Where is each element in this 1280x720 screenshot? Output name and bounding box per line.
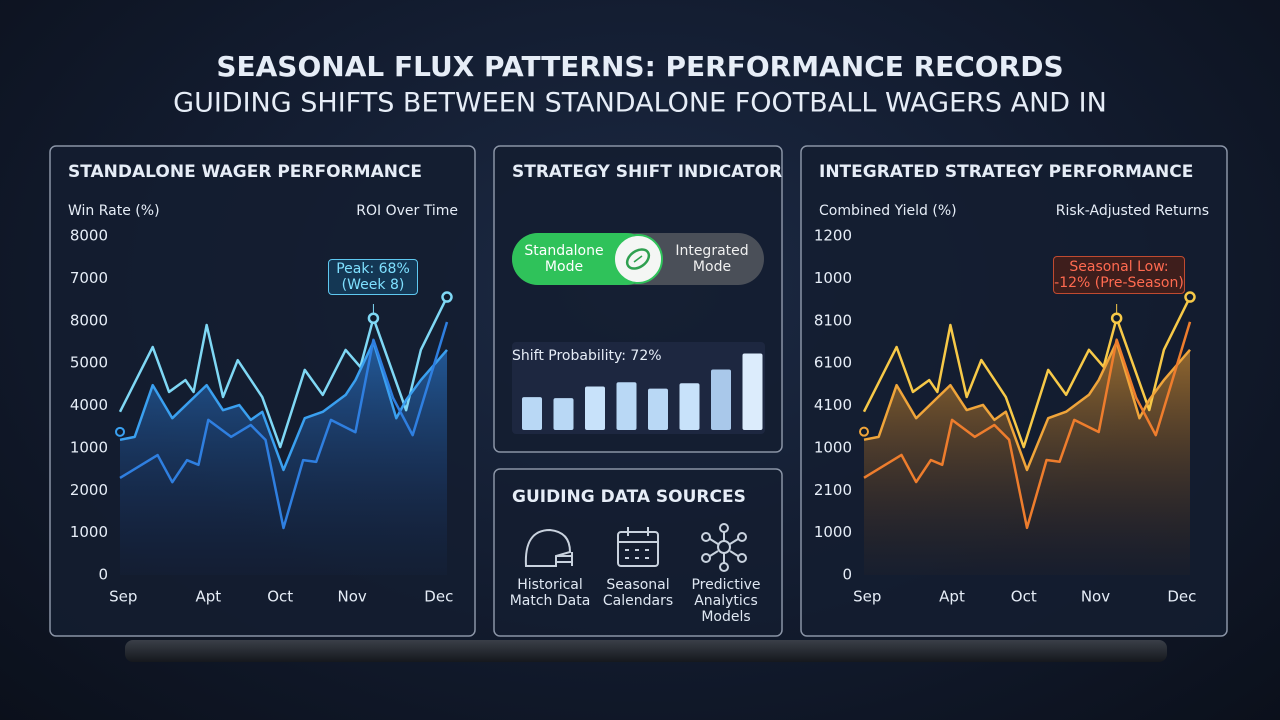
y-tick-label: 1000 xyxy=(814,523,852,541)
axis-label: Win Rate (%) xyxy=(68,203,160,219)
y-tick-label: 1200 xyxy=(814,227,852,245)
axis-label: Combined Yield (%) xyxy=(819,203,957,219)
page-subtitle: GUIDING SHIFTS BETWEEN STANDALONE FOOTBA… xyxy=(173,88,1107,119)
bar xyxy=(522,397,542,430)
series-line xyxy=(119,321,449,530)
source-label: Historical Match Data xyxy=(509,577,591,609)
y-tick-label: 6100 xyxy=(814,354,852,372)
bar xyxy=(742,353,763,430)
panel-title: STRATEGY SHIFT INDICATOR xyxy=(512,162,782,182)
y-tick-label: 4000 xyxy=(70,396,108,414)
y-tick-label: 1000 xyxy=(70,523,108,541)
toggle-label[interactable]: Integrated Mode xyxy=(675,243,749,275)
y-tick-label: 7000 xyxy=(70,269,108,287)
caption: ROI Over Time xyxy=(356,203,458,219)
x-tick-label: Sep xyxy=(853,588,881,606)
annotation: Seasonal Low: -12% (Pre-Season) xyxy=(1053,256,1185,294)
x-tick-label: Dec xyxy=(424,588,453,606)
football-icon xyxy=(625,248,651,270)
bar xyxy=(553,398,574,430)
y-tick-label: 1000 xyxy=(70,438,108,456)
toggle-label[interactable]: Standalone Mode xyxy=(524,243,604,275)
bar xyxy=(616,382,637,430)
series-line xyxy=(118,296,449,449)
chart-title: STANDALONE WAGER PERFORMANCE xyxy=(68,162,422,182)
y-tick-label: 0 xyxy=(98,566,108,584)
x-tick-label: Apt xyxy=(195,588,221,606)
caption: Risk-Adjusted Returns xyxy=(1056,203,1209,219)
y-tick-label: 8000 xyxy=(70,227,108,245)
network-icon xyxy=(701,523,747,572)
area xyxy=(864,341,1190,575)
x-tick-label: Apt xyxy=(939,588,965,606)
highlight-point xyxy=(367,312,380,324)
y-tick-label: 4100 xyxy=(814,396,852,414)
page-title: SEASONAL FLUX PATTERNS: PERFORMANCE RECO… xyxy=(216,50,1063,83)
y-tick-label: 8100 xyxy=(814,311,852,329)
bar xyxy=(585,386,605,430)
y-tick-label: 2100 xyxy=(814,481,852,499)
source-label: Seasonal Calendars xyxy=(602,577,674,609)
panel xyxy=(493,468,783,637)
x-tick-label: Nov xyxy=(338,588,367,606)
y-tick-label: 0 xyxy=(842,566,852,584)
y-tick-label: 5000 xyxy=(70,354,108,372)
x-tick-label: Oct xyxy=(267,588,293,606)
bar-area xyxy=(512,342,765,434)
bar xyxy=(679,383,700,430)
x-tick-label: Nov xyxy=(1081,588,1110,606)
annotation: Peak: 68% (Week 8) xyxy=(328,259,418,295)
x-tick-label: Oct xyxy=(1011,588,1037,606)
bar xyxy=(648,388,668,430)
football-lace xyxy=(633,255,643,263)
bar xyxy=(711,369,731,430)
x-tick-label: Sep xyxy=(109,588,137,606)
x-tick-label: Dec xyxy=(1167,588,1196,606)
source-label: Predictive Analytics Models xyxy=(691,577,761,625)
helmet-icon xyxy=(524,528,573,567)
highlight-point xyxy=(441,291,453,303)
panel-title: GUIDING DATA SOURCES xyxy=(512,487,746,507)
y-tick-label: 1000 xyxy=(814,438,852,456)
highlight-point xyxy=(115,426,125,437)
y-tick-label: 2000 xyxy=(70,481,108,499)
highlight-point xyxy=(1184,291,1196,303)
chart-title: INTEGRATED STRATEGY PERFORMANCE xyxy=(819,162,1193,182)
highlight-point xyxy=(1110,312,1123,324)
area xyxy=(120,341,447,575)
series-line xyxy=(863,340,1191,472)
series-line xyxy=(863,321,1192,530)
highlight-point xyxy=(859,426,869,437)
series-line xyxy=(862,296,1192,449)
shelf xyxy=(125,640,1167,662)
series-line xyxy=(119,340,448,472)
y-tick-label: 1000 xyxy=(814,269,852,287)
y-tick-label: 8000 xyxy=(70,311,108,329)
calendar-icon xyxy=(617,527,659,567)
bar-title: Shift Probability: 72% xyxy=(512,348,662,364)
